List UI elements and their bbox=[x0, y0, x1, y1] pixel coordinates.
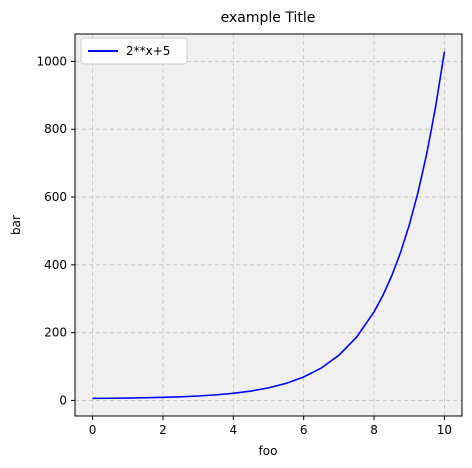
y-tick-label: 800 bbox=[44, 122, 67, 136]
plot-area bbox=[75, 34, 462, 416]
x-tick-label: 6 bbox=[300, 423, 308, 437]
series-line-0 bbox=[92, 51, 446, 400]
y-axis: 0 200 400 600 800 1000 bbox=[36, 54, 75, 407]
y-tick-label: 600 bbox=[44, 190, 67, 204]
x-tick-label: 8 bbox=[370, 423, 378, 437]
legend: 2**x+5 bbox=[80, 37, 188, 65]
x-tick-label: 0 bbox=[89, 423, 97, 437]
y-tick-label: 400 bbox=[44, 258, 67, 272]
legend-label: 2**x+5 bbox=[126, 44, 170, 58]
x-axis: 0 2 4 6 8 10 bbox=[89, 416, 452, 437]
x-axis-label: foo bbox=[259, 444, 278, 458]
x-tick-label: 2 bbox=[159, 423, 167, 437]
y-tick-label: 0 bbox=[59, 393, 67, 407]
y-tick-label: 1000 bbox=[36, 54, 67, 68]
x-tick-label: 4 bbox=[229, 423, 237, 437]
y-tick-label: 200 bbox=[44, 326, 67, 340]
y-axis-label: bar bbox=[9, 215, 23, 235]
series-layer bbox=[92, 51, 446, 400]
chart-title: example Title bbox=[221, 10, 316, 26]
plot-frame bbox=[74, 33, 463, 417]
legend-box bbox=[80, 37, 188, 65]
x-tick-label: 10 bbox=[437, 423, 452, 437]
